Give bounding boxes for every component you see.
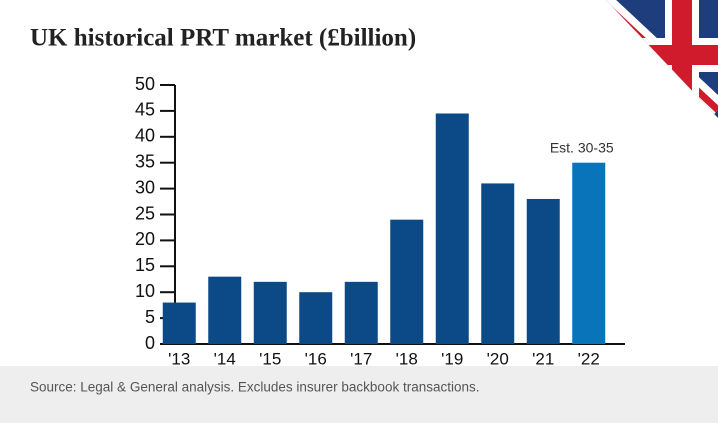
y-tick-label: 25: [135, 203, 155, 223]
x-tick-label: '20: [487, 349, 509, 368]
y-tick-label: 10: [135, 281, 155, 301]
x-tick-label: '18: [396, 349, 418, 368]
x-tick-label: '14: [214, 349, 236, 368]
y-tick-label: 5: [145, 307, 155, 327]
bar: [390, 219, 424, 344]
y-tick-label: 45: [135, 100, 155, 120]
footer-band: [0, 366, 718, 423]
bar: [162, 302, 196, 344]
x-tick-label: '21: [532, 349, 554, 368]
x-tick-label: '16: [305, 349, 327, 368]
source-note: Source: Legal & General analysis. Exclud…: [30, 380, 480, 395]
y-tick-label: 0: [145, 333, 155, 353]
x-tick-label: '22: [578, 349, 600, 368]
y-tick-label: 50: [135, 74, 155, 94]
y-tick-label: 30: [135, 177, 155, 197]
y-tick-label: 35: [135, 151, 155, 171]
x-tick-label: '17: [350, 349, 372, 368]
bar: [481, 183, 515, 344]
bar: [299, 292, 333, 344]
bar: [253, 281, 287, 344]
y-tick-label: 15: [135, 255, 155, 275]
flag: [606, 0, 718, 118]
bar: [435, 113, 469, 345]
x-tick-label: '15: [259, 349, 281, 368]
y-tick-label: 40: [135, 126, 155, 146]
bar: [572, 162, 606, 344]
bar: [526, 198, 560, 344]
annotation: Est. 30-35: [550, 139, 614, 155]
bar: [208, 276, 242, 344]
chart-title: UK historical PRT market (£billion): [30, 25, 416, 52]
bar: [344, 281, 378, 344]
y-tick-label: 20: [135, 229, 155, 249]
x-tick-label: '19: [441, 349, 463, 368]
x-tick-label: '13: [168, 349, 190, 368]
